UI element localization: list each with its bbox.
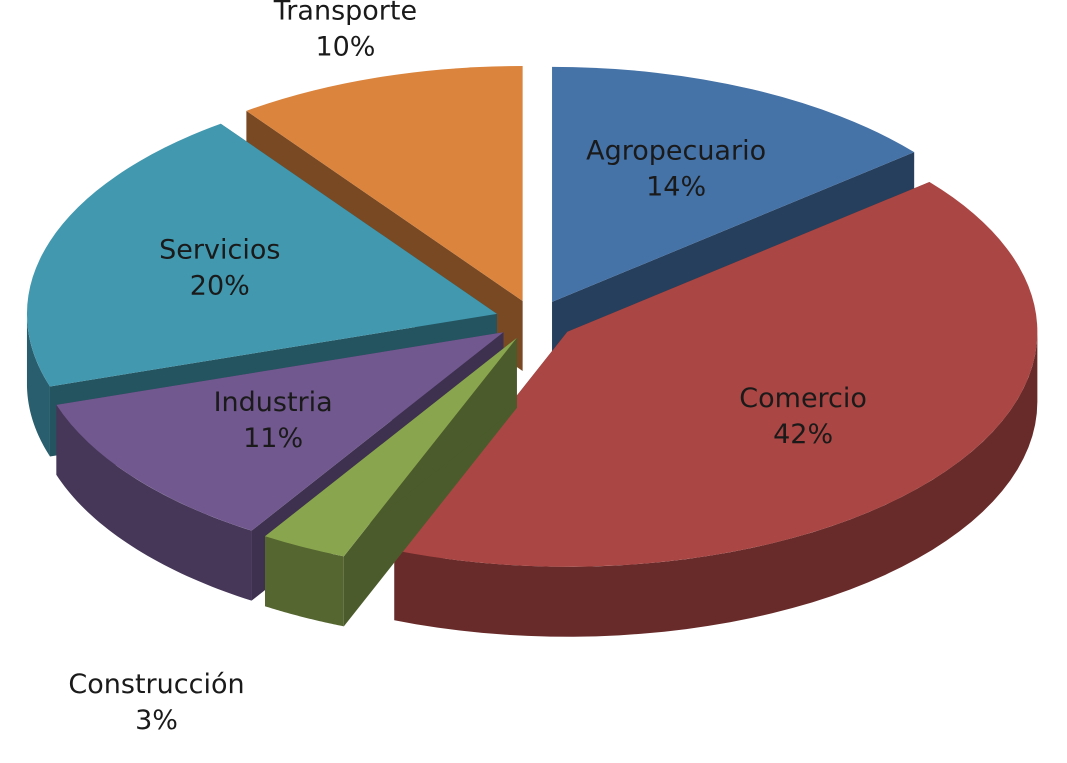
slice-side	[26, 313, 50, 457]
data-label-value: 14%	[646, 172, 706, 203]
data-label-value: 10%	[315, 32, 375, 63]
slice-top	[246, 65, 523, 301]
slice-top	[265, 337, 517, 557]
data-label-value: 11%	[243, 423, 303, 454]
slice-top	[26, 123, 497, 387]
slice-top	[394, 181, 1038, 567]
data-label-name: Industria	[214, 387, 333, 418]
data-label-name: Agropecuario	[586, 136, 766, 167]
slice	[394, 181, 1038, 637]
slice	[265, 337, 517, 627]
slice-side	[394, 331, 1038, 637]
data-label-name: Construcción	[68, 669, 244, 700]
data-label-name: Transporte	[273, 0, 417, 27]
slice-top	[552, 66, 915, 302]
data-label-name: Comercio	[739, 383, 867, 414]
data-label-value: 42%	[773, 419, 833, 450]
data-label-value: 20%	[190, 270, 250, 301]
slice-side	[56, 404, 252, 601]
slice-side	[265, 536, 344, 627]
data-label-name: Servicios	[159, 234, 280, 265]
data-label-value: 3%	[135, 705, 178, 736]
slice-top	[56, 332, 504, 531]
